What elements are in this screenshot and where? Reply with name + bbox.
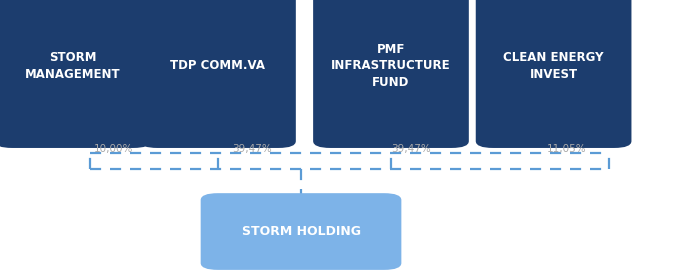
FancyBboxPatch shape	[313, 0, 468, 148]
Text: STORM
MANAGEMENT: STORM MANAGEMENT	[25, 51, 120, 81]
Text: 11,05%: 11,05%	[547, 144, 586, 154]
Text: 39,47%: 39,47%	[232, 144, 271, 154]
Text: TDP COMM.VA: TDP COMM.VA	[170, 59, 266, 72]
FancyBboxPatch shape	[0, 0, 150, 148]
Text: 39,47%: 39,47%	[391, 144, 430, 154]
FancyBboxPatch shape	[476, 0, 631, 148]
FancyBboxPatch shape	[201, 193, 401, 270]
Text: 10,00%: 10,00%	[93, 144, 133, 154]
FancyBboxPatch shape	[140, 0, 295, 148]
Text: PMF
INFRASTRUCTURE
FUND: PMF INFRASTRUCTURE FUND	[331, 43, 450, 89]
Text: CLEAN ENERGY
INVEST: CLEAN ENERGY INVEST	[503, 51, 604, 81]
Text: STORM HOLDING: STORM HOLDING	[242, 225, 361, 238]
